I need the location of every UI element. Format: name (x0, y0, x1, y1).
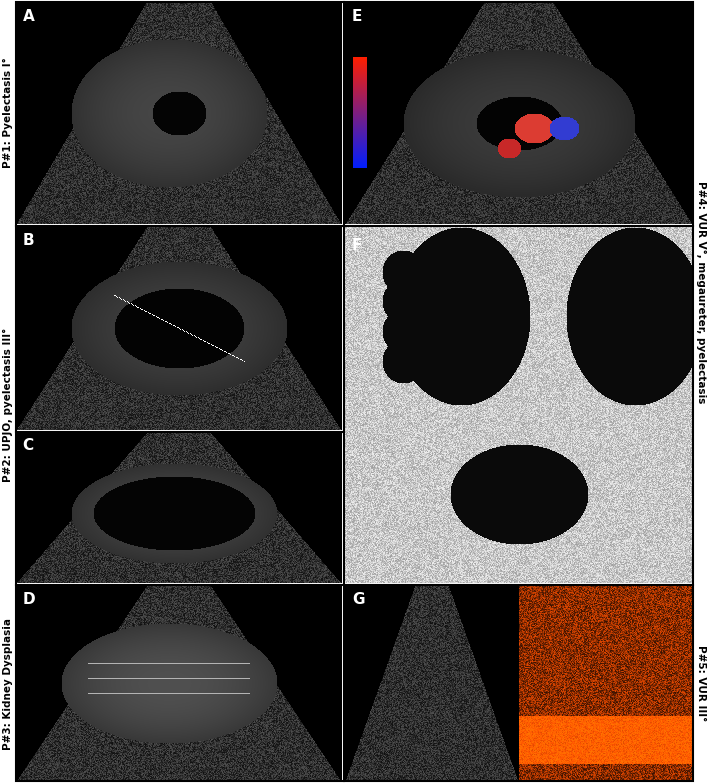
Text: G: G (352, 592, 364, 607)
Text: E: E (352, 9, 362, 23)
Text: C: C (23, 438, 33, 453)
Text: P#4: VUR V°, megaureter, pyelectasis: P#4: VUR V°, megaureter, pyelectasis (696, 182, 706, 404)
Text: P#3: Kidney Dysplasia: P#3: Kidney Dysplasia (3, 618, 13, 749)
Text: P#2: UPJO, pyelectasis III°: P#2: UPJO, pyelectasis III° (3, 328, 13, 482)
Text: F: F (352, 238, 362, 253)
Text: P#5: VUR III°: P#5: VUR III° (696, 645, 706, 722)
Text: B: B (23, 233, 34, 248)
Text: A: A (23, 9, 34, 23)
Text: D: D (23, 592, 35, 607)
Text: P#1: Pyelectasis I°: P#1: Pyelectasis I° (3, 58, 13, 168)
